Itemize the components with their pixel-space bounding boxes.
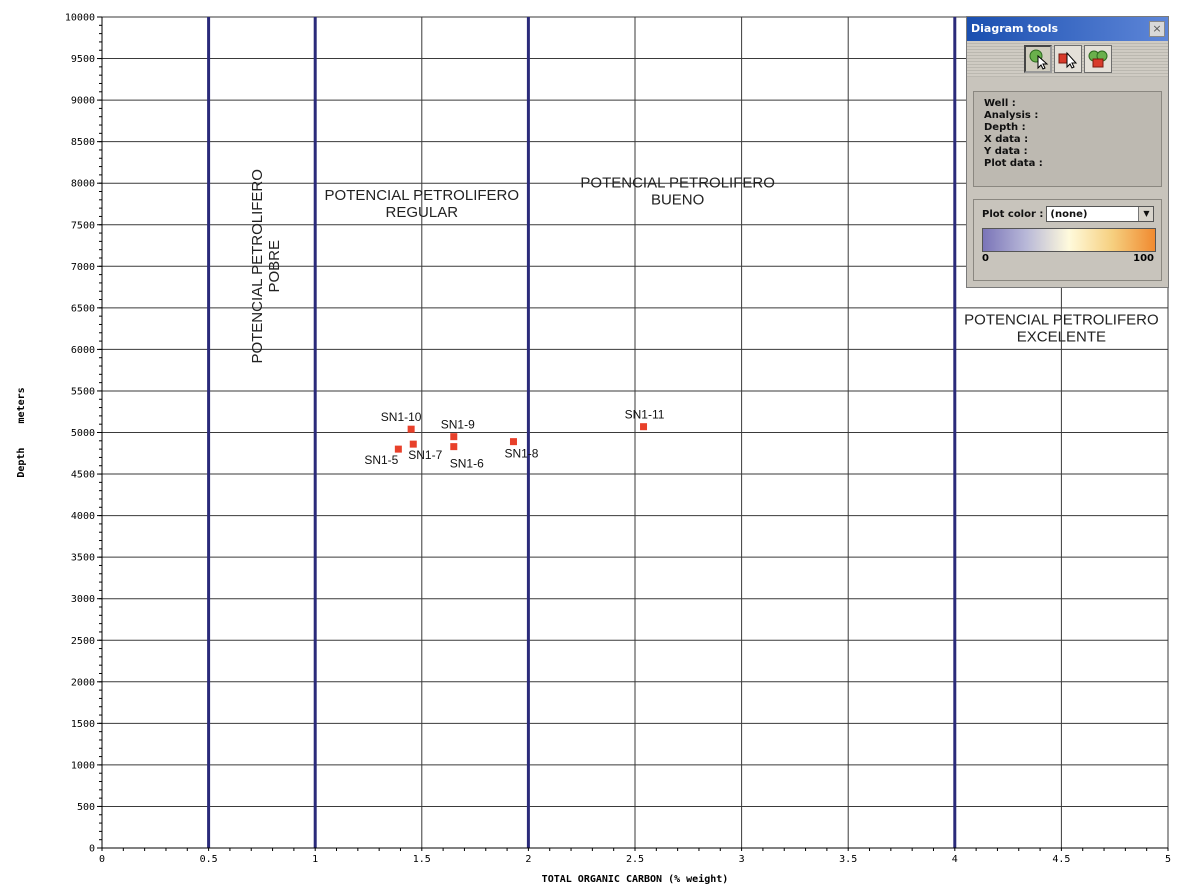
y-tick-label: 0 (89, 844, 95, 855)
data-point-marker (450, 433, 458, 441)
data-points: SN1-10 SN1-9 SN1-5 SN1-7 SN1-6 SN1-8 SN1-11 (364, 408, 664, 471)
data-point-label: SN1-5 (364, 453, 398, 467)
color-gradient-bar (982, 228, 1156, 252)
x-axis-title: TOTAL ORGANIC CARBON (% weight) (542, 873, 729, 885)
data-point-label: SN1-10 (381, 410, 422, 424)
zone-label-line: BUENO (651, 191, 704, 208)
x-tick-label: 5 (1165, 854, 1171, 865)
y-tick-label: 2500 (71, 636, 95, 647)
zone-label-line: REGULAR (386, 204, 459, 221)
data-point-label: SN1-9 (441, 418, 475, 432)
y-tick-label: 5000 (71, 428, 95, 439)
data-point-marker (640, 423, 648, 431)
y-tick-label: 3000 (71, 594, 95, 605)
y-tick-label: 9500 (71, 54, 95, 65)
info-well: Well : (984, 98, 1016, 109)
y-tick-label: 10000 (65, 13, 95, 24)
data-point-label: SN1-7 (408, 448, 442, 462)
plot-color-select[interactable]: (none) ▼ (1046, 206, 1155, 222)
gradient-max-label: 100 (1133, 253, 1154, 264)
select-tool-button[interactable] (1023, 45, 1052, 73)
y-tick-label: 500 (77, 802, 95, 813)
x-tick-label: 4.5 (1052, 854, 1070, 865)
info-x-data: X data : (984, 134, 1029, 145)
axes: 0 0.5 1 1.5 2 2.5 3 3.5 4 4.5 50500100015002000250… (65, 13, 1171, 866)
data-point-label: SN1-8 (504, 447, 538, 461)
zone-label-line: POTENCIAL PETROLIFERO (964, 311, 1158, 328)
data-point-label: SN1-11 (625, 408, 665, 422)
panel-title: Diagram tools (971, 22, 1059, 35)
y-tick-label: 7500 (71, 220, 95, 231)
y-tick-label: 9000 (71, 96, 95, 107)
data-point-label: SN1-6 (450, 457, 484, 471)
x-tick-label: 1.5 (413, 854, 431, 865)
y-tick-label: 1500 (71, 719, 95, 730)
zone-label-line: POTENCIAL PETROLIFERO (580, 174, 774, 191)
y-tick-label: 4000 (71, 511, 95, 522)
y-tick-label: 7000 (71, 262, 95, 273)
chevron-down-icon[interactable]: ▼ (1138, 207, 1154, 221)
zone-label-line: POTENCIAL PETROLIFERO (249, 169, 266, 363)
panel-title-bar[interactable]: Diagram tools × (967, 17, 1168, 41)
plot-color-value: (none) (1050, 208, 1088, 220)
gradient-min-label: 0 (982, 253, 989, 264)
x-tick-label: 2.5 (626, 854, 644, 865)
select-tool-icon (1029, 49, 1048, 70)
y-tick-label: 2000 (71, 677, 95, 688)
x-tick-label: 3.5 (839, 854, 857, 865)
y-tick-label: 8000 (71, 179, 95, 190)
x-tick-label: 2 (525, 854, 531, 865)
data-point-marker (409, 440, 417, 448)
zone-boundaries (207, 17, 957, 848)
data-point-marker (450, 443, 458, 451)
x-tick-label: 4 (952, 854, 958, 865)
diagram-tools-panel: Diagram tools × Well : Analysis : Dep (966, 16, 1169, 288)
x-tick-label: 1 (312, 854, 318, 865)
data-point-marker (509, 438, 517, 446)
group-tool-icon (1088, 50, 1107, 68)
y-tick-label: 8500 (71, 137, 95, 148)
data-point-marker (394, 445, 402, 453)
data-point-marker (407, 425, 415, 433)
gradient-labels: 0 100 (982, 253, 1154, 264)
y-tick-label: 3500 (71, 553, 95, 564)
group-tool-button[interactable] (1083, 45, 1112, 73)
identify-tool-button[interactable] (1053, 45, 1082, 73)
y-tick-label: 4500 (71, 470, 95, 481)
y-tick-label: 5500 (71, 386, 95, 397)
point-info-box: Well : Analysis : Depth : X data : Y dat… (973, 91, 1162, 187)
zone-label-line: EXCELENTE (1017, 328, 1106, 345)
info-depth: Depth : (984, 122, 1026, 133)
y-axis-title: Depth meters (16, 387, 27, 477)
plot-color-label: Plot color : (982, 208, 1044, 220)
zone-label-line: POTENCIAL PETROLIFERO (325, 187, 519, 204)
y-tick-label: 6500 (71, 303, 95, 314)
zone-label-group: POTENCIAL PETROLIFERO POBRE (249, 169, 283, 363)
y-tick-label: 6000 (71, 345, 95, 356)
info-y-data: Y data : (984, 146, 1028, 157)
zone-label-line: POBRE (266, 240, 283, 293)
info-analysis: Analysis : (984, 110, 1039, 121)
info-plot-data: Plot data : (984, 158, 1043, 169)
plot-color-row: Plot color : (none) ▼ (982, 206, 1155, 222)
x-tick-label: 0.5 (200, 854, 218, 865)
x-tick-label: 0 (99, 854, 105, 865)
identify-tool-icon (1058, 51, 1077, 69)
y-tick-label: 1000 (71, 760, 95, 771)
x-tick-label: 3 (739, 854, 745, 865)
plot-color-box: Plot color : (none) ▼ 0 100 (973, 199, 1162, 281)
tool-buttons (967, 41, 1168, 77)
close-icon[interactable]: × (1149, 21, 1165, 37)
